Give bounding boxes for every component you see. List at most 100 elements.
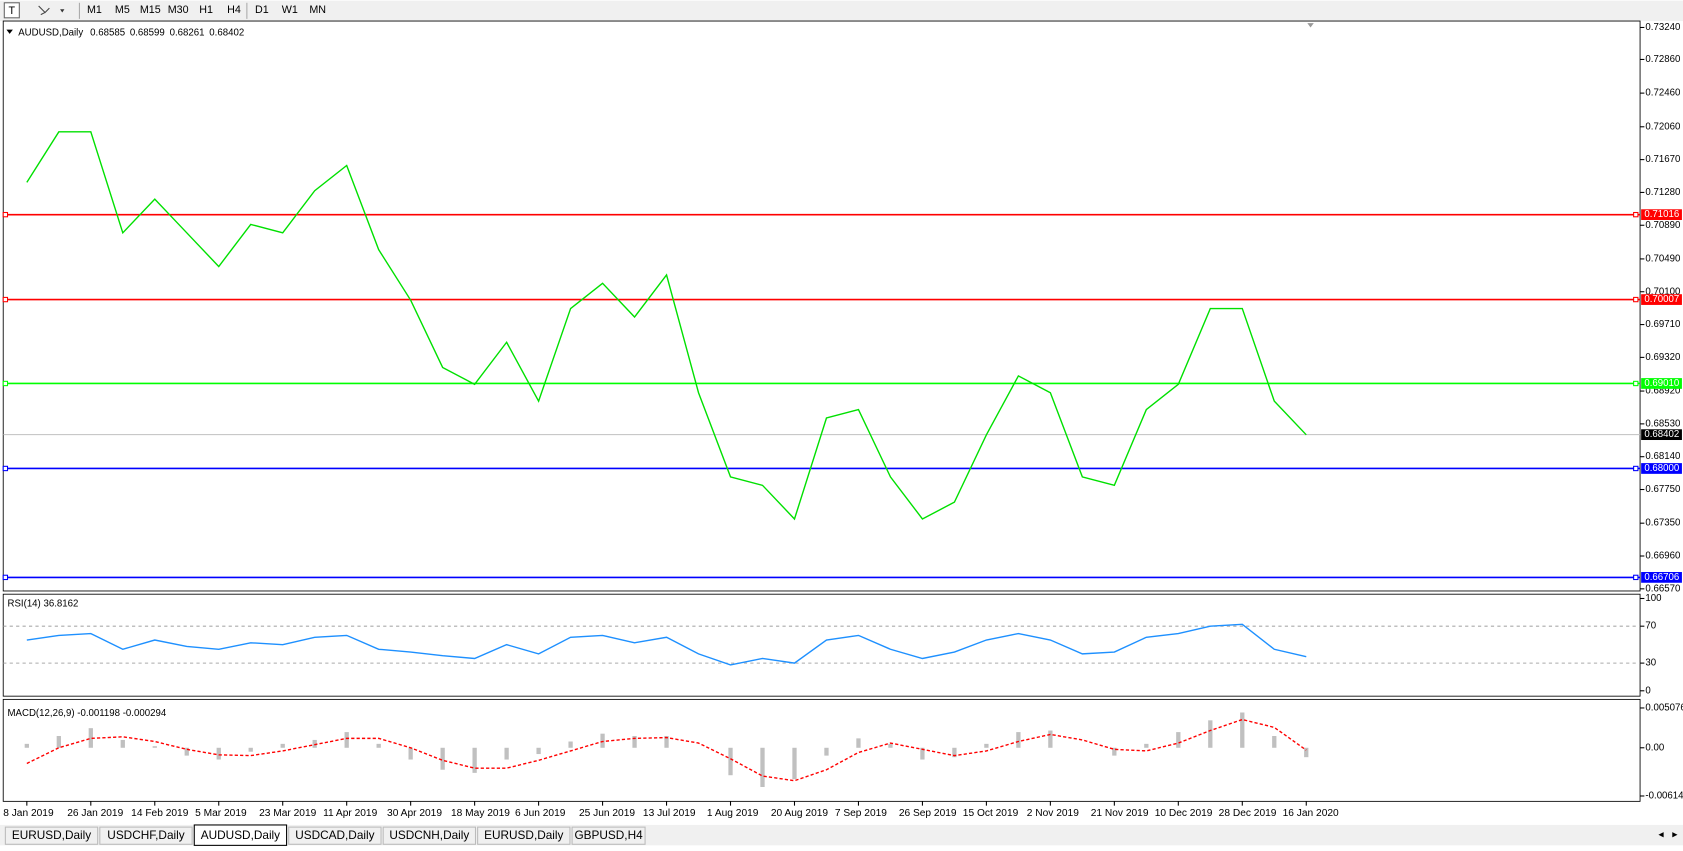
scroll-right[interactable]: ▸ (1672, 828, 1678, 840)
x-tick-label: 23 Mar 2019 (259, 808, 317, 819)
tab[interactable] (477, 826, 571, 845)
y-tick-label: 0.67750 (1645, 484, 1680, 495)
histogram-bar (88, 728, 93, 748)
histogram-bar (312, 739, 317, 748)
objects-tool[interactable] (38, 5, 50, 16)
text-tool[interactable] (3, 2, 20, 19)
x-tick-label: 7 Sep 2019 (835, 808, 887, 819)
timeframe-button[interactable]: M30 (168, 4, 189, 16)
y-tick-label: 0.66570 (1645, 583, 1680, 594)
tab-label[interactable]: USDCHF,Daily (107, 828, 184, 842)
y-tick-label: 100 (1645, 593, 1661, 604)
panel-title: MACD(12,26,9) -0.001198 -0.000294 (8, 708, 167, 719)
histogram-bar (568, 741, 573, 748)
histogram-bar (984, 743, 989, 748)
y-tick-label: 0.66960 (1645, 551, 1680, 562)
y-tick-label: 0.73240 (1645, 22, 1680, 33)
tab-label[interactable]: GBPUSD,H4 (574, 828, 643, 842)
y-tick-label: 70 (1645, 621, 1656, 632)
histogram-bar (760, 747, 765, 787)
level-label: 0.69010 (1644, 378, 1679, 389)
tab[interactable] (571, 826, 646, 845)
level-handle (2, 296, 9, 303)
macd-panel (2, 698, 1641, 802)
toolbar (0, 0, 1683, 22)
x-tick-label: 26 Sep 2019 (899, 808, 957, 819)
histogram-bar (824, 747, 829, 756)
x-tick-label: 16 Jan 2020 (1283, 808, 1339, 819)
histogram-bar (856, 738, 861, 748)
tab[interactable] (382, 826, 477, 845)
histogram-bar (1112, 747, 1117, 756)
tab[interactable] (193, 824, 288, 846)
ohlc-value: 0.68599 (130, 27, 165, 38)
tab-label[interactable]: EURUSD,Daily (484, 828, 563, 842)
tab-label[interactable]: USDCNH,Daily (389, 828, 469, 842)
y-tick-label: 0.68920 (1645, 386, 1680, 397)
scroll-left[interactable]: ◂ (1658, 828, 1664, 840)
timeframe-button[interactable]: W1 (282, 4, 298, 16)
chart-menu-arrow[interactable] (6, 29, 13, 34)
y-tick-label: 0.70100 (1645, 286, 1680, 297)
level-handle (1633, 211, 1639, 218)
level-label: 0.68000 (1644, 463, 1679, 474)
ohlc-value: 0.68585 (90, 27, 125, 38)
timeframe-button[interactable]: H4 (227, 4, 241, 16)
level-label: 0.71016 (1644, 209, 1679, 220)
timeframe-button[interactable]: M1 (87, 4, 102, 16)
series-line (26, 131, 1307, 521)
y-tick-label: 0.00 (1645, 742, 1664, 753)
rsi-panel (2, 593, 1641, 697)
tab[interactable] (288, 826, 382, 845)
x-tick-label: 25 Jun 2019 (579, 808, 635, 819)
x-tick-label: 26 Jan 2019 (67, 808, 123, 819)
ohlc-value: 0.68261 (170, 27, 205, 38)
histogram-bar (504, 747, 509, 760)
histogram-bar (120, 739, 125, 748)
x-tick-label: 18 May 2019 (451, 808, 510, 819)
level-handle (1633, 380, 1639, 387)
histogram-bar (1240, 712, 1245, 748)
tab-label[interactable]: AUDUSD,Daily (201, 828, 280, 842)
histogram-bar (1272, 736, 1277, 748)
y-tick-label: 0.70490 (1645, 253, 1680, 264)
dropdown-arrow[interactable] (60, 9, 65, 13)
level-handle (2, 380, 9, 387)
text-tool-icon: T (9, 5, 16, 17)
timeframe-button[interactable]: M5 (115, 4, 130, 16)
tab-label[interactable]: EURUSD,Daily (12, 828, 91, 842)
price-panel (2, 20, 1641, 592)
level-label-box (1641, 572, 1682, 583)
x-tick-label: 14 Feb 2019 (131, 808, 189, 819)
level-handle (2, 465, 9, 472)
timeframe-button[interactable]: D1 (255, 4, 269, 16)
histogram-bar (632, 736, 637, 748)
histogram-bar (152, 746, 157, 748)
tab[interactable] (4, 826, 99, 845)
histogram-bar (728, 747, 733, 776)
histogram-bar (664, 736, 669, 748)
x-tick-label: 20 Aug 2019 (771, 808, 829, 819)
timeframe-button[interactable]: M15 (140, 4, 161, 16)
histogram-bar (472, 747, 477, 773)
y-tick-label: 0.005076 (1645, 703, 1683, 714)
histogram-bar (792, 747, 797, 780)
histogram-bar (1144, 743, 1149, 748)
timeframe-button[interactable]: MN (309, 4, 326, 16)
x-tick-label: 2 Nov 2019 (1027, 808, 1079, 819)
shift-marker (1307, 23, 1314, 28)
y-tick-label: 0.71670 (1645, 154, 1680, 165)
last-price-box (1641, 429, 1682, 441)
tab[interactable] (99, 826, 193, 845)
tab-label[interactable]: USDCAD,Daily (295, 828, 374, 842)
timeframe-button[interactable]: H1 (199, 4, 213, 16)
signal-line (26, 718, 1307, 782)
histogram-bar (600, 733, 605, 748)
x-tick-label: 28 Dec 2019 (1219, 808, 1277, 819)
y-tick-label: -0.006148 (1645, 791, 1683, 802)
level-label-box (1641, 294, 1682, 305)
x-tick-label: 8 Jan 2019 (3, 808, 54, 819)
histogram-bar (280, 743, 285, 748)
series-line (26, 623, 1307, 666)
